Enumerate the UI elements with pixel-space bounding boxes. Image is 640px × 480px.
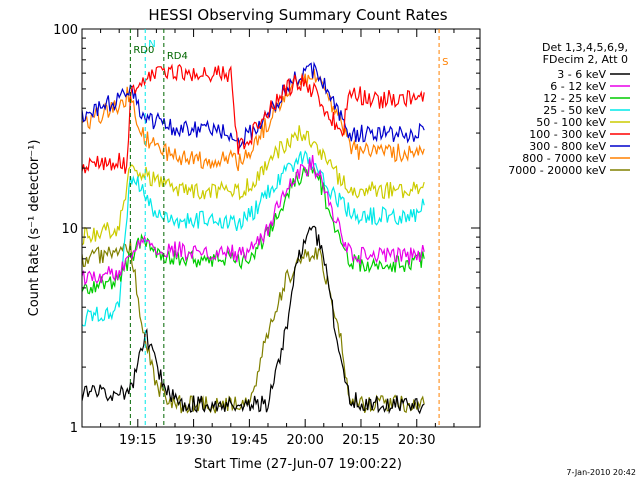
series-line-2 <box>82 155 425 286</box>
y-axis-label: Count Rate (s⁻¹ detector⁻¹) <box>27 140 42 317</box>
legend-entry-label: 50 - 100 keV <box>536 116 606 129</box>
plot-area <box>82 61 425 415</box>
timestamp: 7-Jan-2010 20:42 <box>566 468 636 477</box>
legend-entry-label: 100 - 300 keV <box>529 128 606 141</box>
annotation-label-rd4: RD4 <box>167 51 188 62</box>
series-line-5 <box>82 125 425 246</box>
legend-entry-label: 6 - 12 keV <box>550 80 606 93</box>
legend-header-line-1: Det 1,3,4,5,6,9, <box>542 41 628 54</box>
chart-title: HESSI Observing Summary Count Rates <box>148 6 447 24</box>
series-line-8 <box>82 69 425 172</box>
x-tick-label: 20:30 <box>398 433 435 448</box>
x-tick-label: 19:15 <box>119 433 156 448</box>
x-tick-label: 19:45 <box>231 433 268 448</box>
legend-entry-label: 3 - 6 keV <box>557 68 606 81</box>
legend-entry-label: 7000 - 20000 keV <box>508 164 606 177</box>
axis-ticks: 19:15 19:30 19:45 20:00 20:15 20:30 1 10 100 <box>53 23 480 448</box>
x-tick-label: 20:00 <box>286 433 323 448</box>
series-line-9 <box>82 240 425 414</box>
legend-entry-label: 300 - 800 keV <box>529 140 606 153</box>
y-tick-label: 10 <box>61 222 78 237</box>
series-line-6 <box>82 63 425 174</box>
series-line-4 <box>82 150 425 327</box>
legend-header-line-2: FDecim 2, Att 0 <box>543 53 628 66</box>
annotation-label-s: S <box>442 57 448 68</box>
legend-entry-label: 25 - 50 keV <box>543 104 606 117</box>
x-tick-label: 20:15 <box>342 433 379 448</box>
legend: Det 1,3,4,5,6,9, FDecim 2, Att 0 3 - 6 k… <box>508 41 630 177</box>
legend-entry-label: 12 - 25 keV <box>543 92 606 105</box>
y-tick-label: 1 <box>70 421 78 436</box>
series-line-7 <box>82 61 425 149</box>
legend-entry-label: 800 - 7000 keV <box>522 152 606 165</box>
x-tick-label: 19:30 <box>175 433 212 448</box>
plot-frame <box>81 28 481 428</box>
y-tick-label: 100 <box>53 23 78 38</box>
series-line-1 <box>82 225 425 415</box>
annotation-label-n: N <box>148 39 155 50</box>
x-axis-label: Start Time (27-Jun-07 19:00:22) <box>194 457 402 472</box>
annotation-label-rd0: RD0 <box>133 45 154 56</box>
